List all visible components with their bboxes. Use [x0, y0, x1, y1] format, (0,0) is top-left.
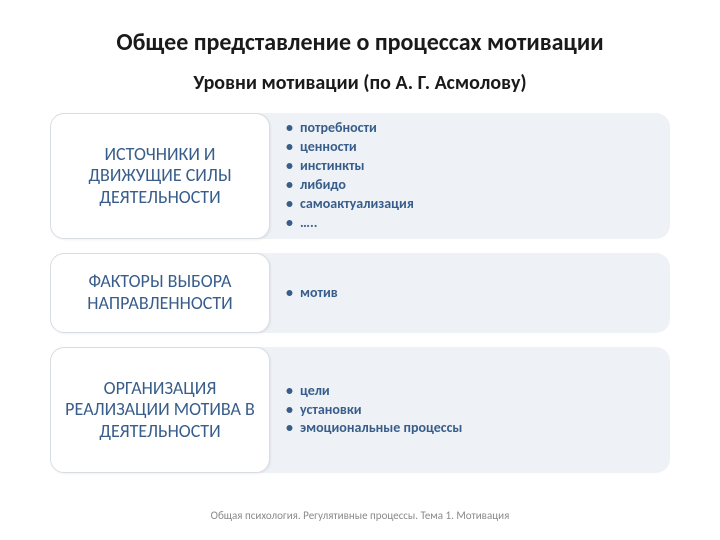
bullet-list: мотив [286, 284, 338, 303]
level-card: ФАКТОРЫ ВЫБОРА НАПРАВЛЕННОСТИ [50, 253, 270, 333]
level-card: ОРГАНИЗАЦИЯ РЕАЛИЗАЦИИ МОТИВА В ДЕЯТЕЛЬН… [50, 347, 270, 473]
bullet-item: самоактуализация [286, 195, 414, 214]
level-row: ИСТОЧНИКИ И ДВИЖУЩИЕ СИЛЫ ДЕЯТЕЛЬНОСТИ п… [50, 113, 670, 239]
bullet-item: ….. [286, 214, 414, 233]
level-card-label: ОРГАНИЗАЦИЯ РЕАЛИЗАЦИИ МОТИВА В ДЕЯТЕЛЬН… [63, 378, 257, 443]
bullet-list: цели установки эмоциональные процессы [286, 382, 462, 439]
level-row: ОРГАНИЗАЦИЯ РЕАЛИЗАЦИИ МОТИВА В ДЕЯТЕЛЬН… [50, 347, 670, 473]
level-details: мотив [252, 253, 670, 333]
bullet-item: ценности [286, 138, 414, 157]
bullet-item: мотив [286, 284, 338, 303]
level-card: ИСТОЧНИКИ И ДВИЖУЩИЕ СИЛЫ ДЕЯТЕЛЬНОСТИ [50, 113, 270, 239]
page-title: Общее представление о процессах мотиваци… [50, 28, 670, 57]
level-details: потребности ценности инстинкты либидо са… [252, 113, 670, 239]
level-details: цели установки эмоциональные процессы [252, 347, 670, 473]
page-subtitle: Уровни мотивации (по А. Г. Асмолову) [50, 71, 670, 95]
slide-footer: Общая психология. Регулятивные процессы.… [0, 509, 720, 522]
bullet-item: либидо [286, 176, 414, 195]
level-card-label: ФАКТОРЫ ВЫБОРА НАПРАВЛЕННОСТИ [63, 271, 257, 314]
bullet-list: потребности ценности инстинкты либидо са… [286, 119, 414, 232]
bullet-item: потребности [286, 119, 414, 138]
bullet-item: инстинкты [286, 157, 414, 176]
level-row: ФАКТОРЫ ВЫБОРА НАПРАВЛЕННОСТИ мотив [50, 253, 670, 333]
levels-container: ИСТОЧНИКИ И ДВИЖУЩИЕ СИЛЫ ДЕЯТЕЛЬНОСТИ п… [50, 113, 670, 473]
level-card-label: ИСТОЧНИКИ И ДВИЖУЩИЕ СИЛЫ ДЕЯТЕЛЬНОСТИ [63, 144, 257, 209]
bullet-item: цели [286, 382, 462, 401]
bullet-item: эмоциональные процессы [286, 419, 462, 438]
bullet-item: установки [286, 401, 462, 420]
